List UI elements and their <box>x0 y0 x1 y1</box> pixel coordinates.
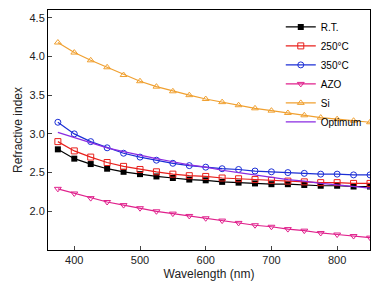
svg-text:Optimum: Optimum <box>321 117 362 128</box>
svg-text:700: 700 <box>262 254 280 266</box>
svg-text:350°C: 350°C <box>321 60 349 71</box>
svg-text:AZO: AZO <box>321 79 342 90</box>
svg-text:Si: Si <box>321 98 330 109</box>
svg-text:600: 600 <box>197 254 215 266</box>
svg-text:R.T.: R.T. <box>321 22 339 33</box>
svg-text:Refractive index: Refractive index <box>11 87 25 173</box>
svg-text:4.5: 4.5 <box>30 12 45 24</box>
svg-text:500: 500 <box>131 254 149 266</box>
svg-text:2.0: 2.0 <box>30 205 45 217</box>
svg-text:3.5: 3.5 <box>30 89 45 101</box>
svg-text:4.0: 4.0 <box>30 50 45 62</box>
svg-text:400: 400 <box>65 254 83 266</box>
svg-text:3.0: 3.0 <box>30 128 45 140</box>
svg-text:250°C: 250°C <box>321 41 349 52</box>
svg-text:Wavelength (nm): Wavelength (nm) <box>164 267 255 281</box>
svg-text:800: 800 <box>328 254 346 266</box>
svg-text:2.5: 2.5 <box>30 166 45 178</box>
